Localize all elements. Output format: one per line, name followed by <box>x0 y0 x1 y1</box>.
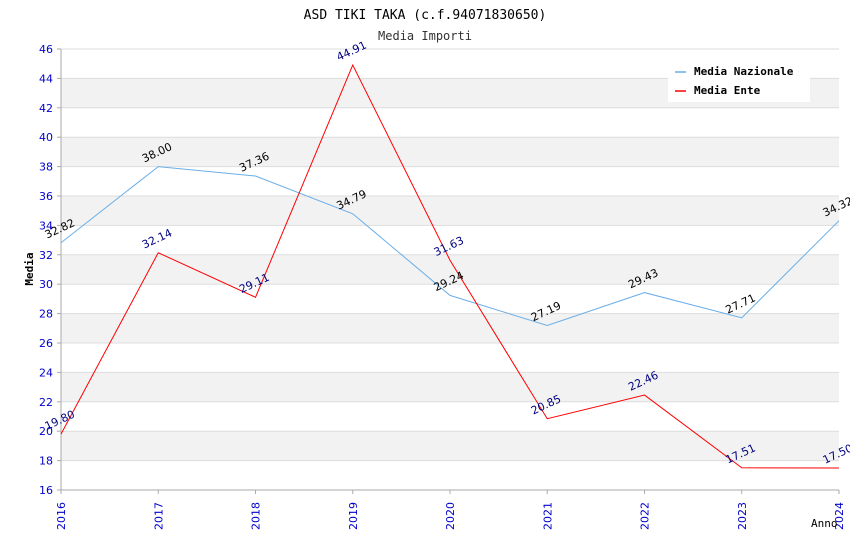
x-tick-label: 2024 <box>833 502 846 530</box>
y-tick-label: 32 <box>39 249 53 262</box>
grid-band <box>61 372 839 402</box>
grid-band <box>61 343 839 373</box>
y-tick-label: 18 <box>39 455 53 468</box>
x-tick-label: 2018 <box>250 502 263 530</box>
x-tick-label: 2021 <box>541 502 554 530</box>
x-axis-label: Anno <box>811 517 838 530</box>
y-tick-label: 20 <box>39 425 53 438</box>
grid-band <box>61 137 839 167</box>
series-line-ente <box>60 63 840 469</box>
y-axis-label: Media <box>23 252 36 285</box>
x-tick-label: 2016 <box>55 502 68 530</box>
grid-band <box>61 431 839 461</box>
y-tick-label: 22 <box>39 396 53 409</box>
x-tick-label: 2023 <box>736 502 749 530</box>
grid-band <box>61 107 839 138</box>
grid-band <box>61 284 839 314</box>
y-tick-label: 38 <box>39 161 53 174</box>
legend: Media Nazionale Media Ente <box>668 60 810 102</box>
y-tick-label: 46 <box>39 43 53 56</box>
y-tick-label: 44 <box>39 72 53 85</box>
grid-band <box>61 196 839 226</box>
x-tick-label: 2019 <box>347 502 360 530</box>
y-tick-label: 36 <box>39 190 53 203</box>
x-tick-label: 2017 <box>152 502 165 530</box>
grid-band <box>61 225 839 255</box>
y-tick-label: 16 <box>39 484 53 497</box>
y-tick-label: 40 <box>39 131 53 144</box>
series-line-nazionale <box>60 166 840 327</box>
x-tick-label: 2020 <box>444 502 457 530</box>
legend-box <box>668 60 810 102</box>
axes <box>57 48 840 494</box>
grid-band <box>61 401 839 432</box>
grid-band <box>61 460 839 490</box>
y-tick-label: 34 <box>39 219 53 232</box>
x-tick-labels: 2016 2017 2018 2019 2020 2021 2022 2023 2024 <box>55 502 846 530</box>
grid-bands <box>61 49 839 490</box>
grid-band <box>61 166 839 196</box>
x-tick-label: 2022 <box>639 502 652 530</box>
legend-label-nazionale: Media Nazionale <box>694 65 794 78</box>
y-tick-label: 28 <box>39 308 53 321</box>
legend-label-ente: Media Ente <box>694 84 761 97</box>
series-lines <box>60 63 840 469</box>
y-tick-labels: 16 18 20 22 24 26 28 30 32 34 36 38 40 42 44 46 <box>39 43 53 497</box>
chart-title: ASD TIKI TAKA (c.f.94071830650) <box>304 8 547 23</box>
y-tick-label: 42 <box>39 102 53 115</box>
y-tick-label: 30 <box>39 278 53 291</box>
chart-subtitle: Media Importi <box>378 29 472 43</box>
y-tick-label: 26 <box>39 337 53 350</box>
y-tick-label: 24 <box>39 366 53 379</box>
grid-band <box>61 313 839 343</box>
